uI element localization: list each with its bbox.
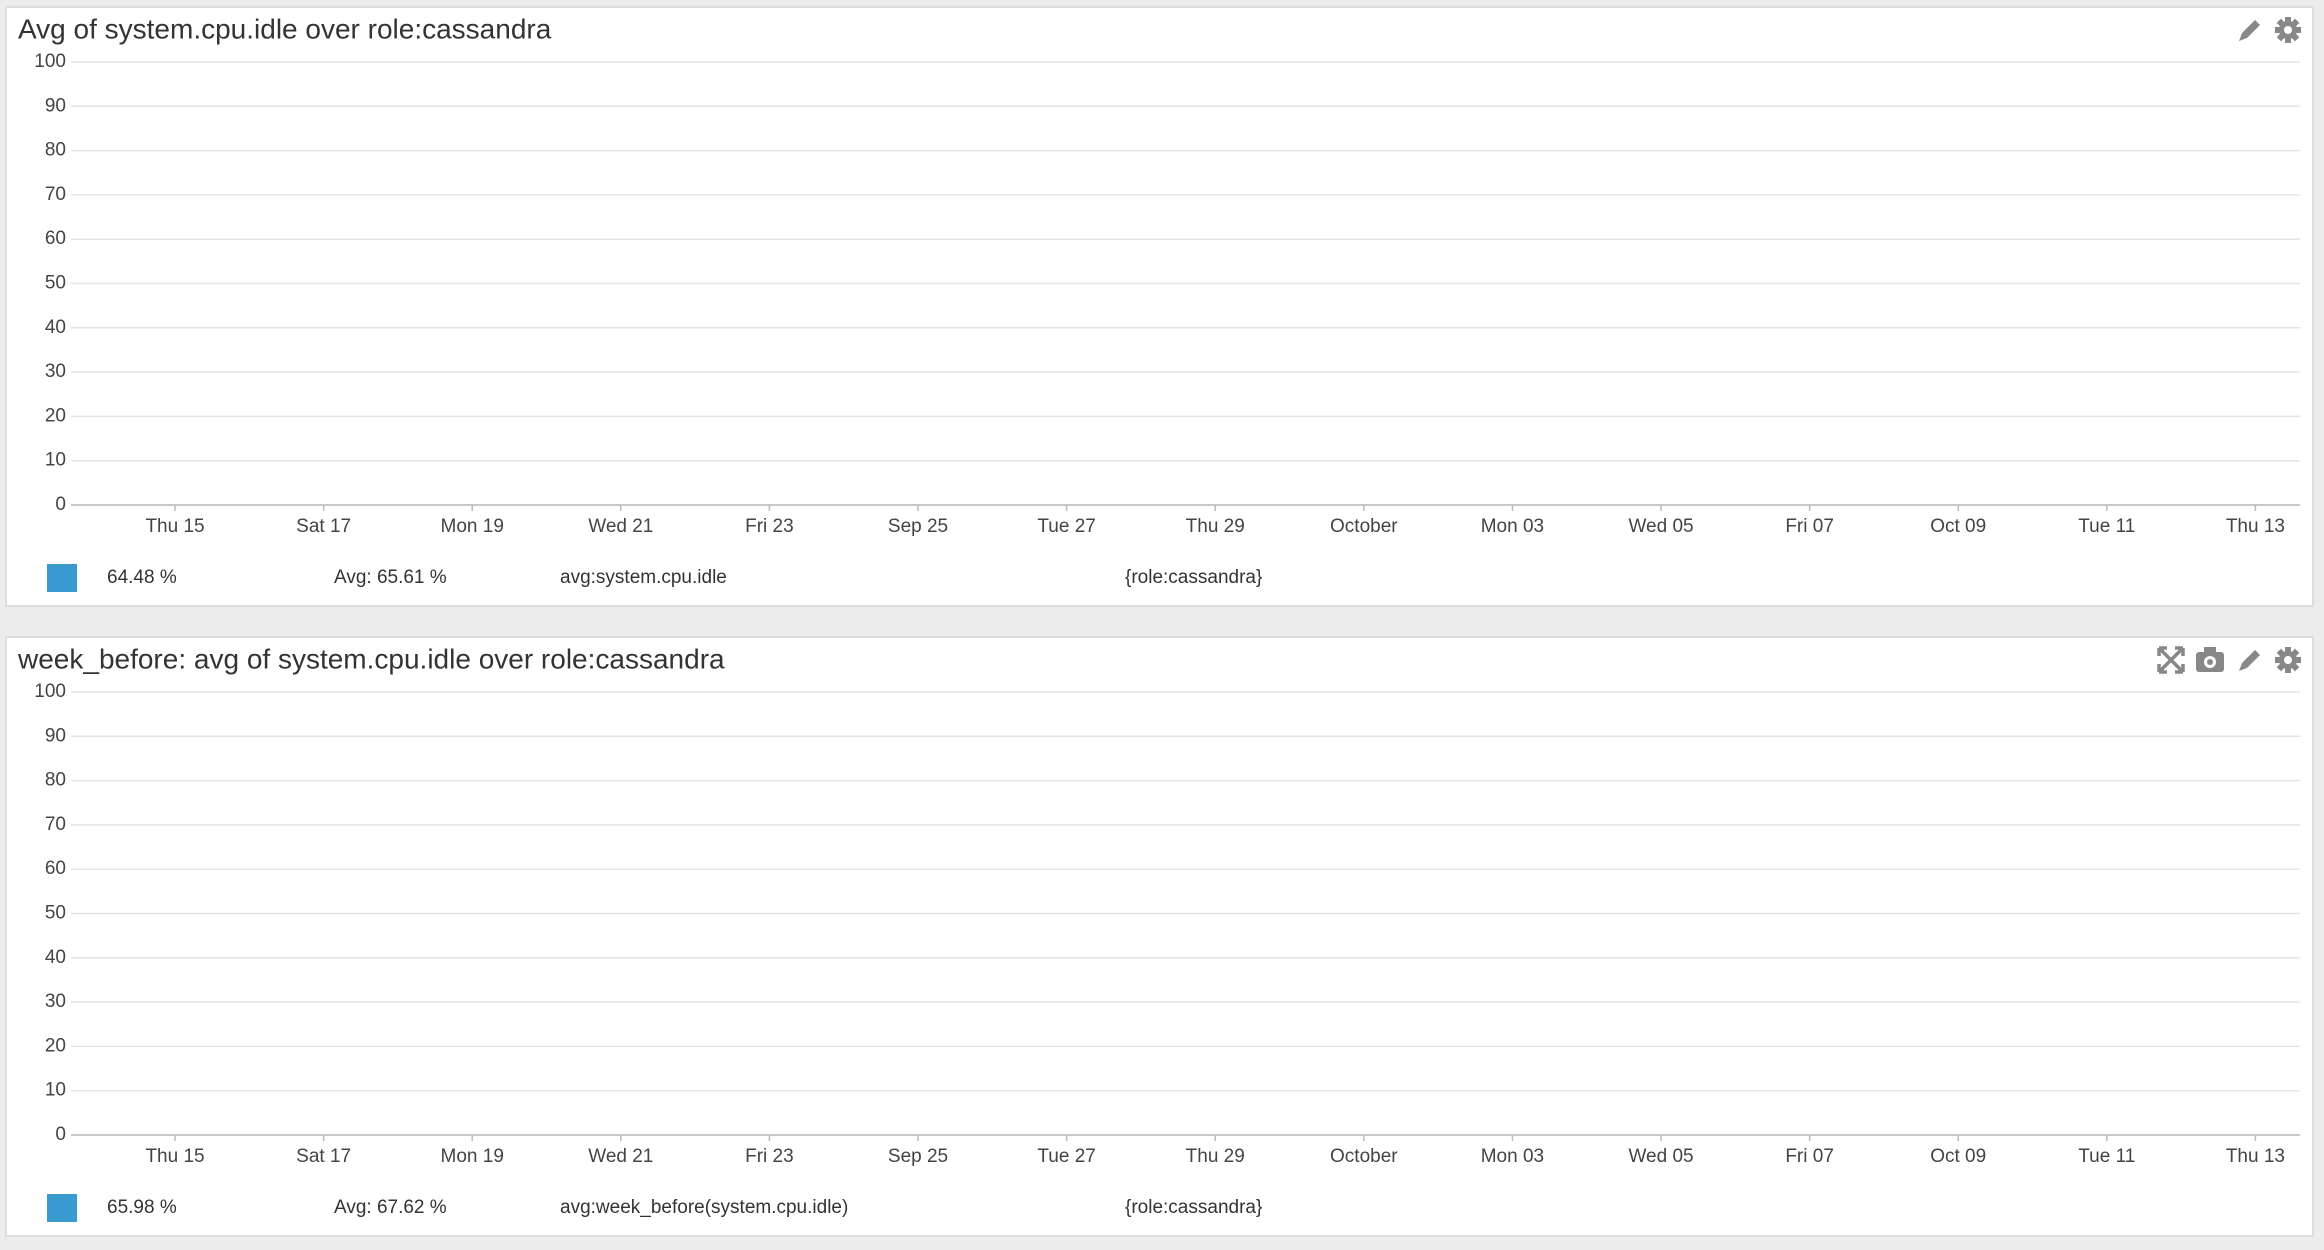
legend-query: avg:system.cpu.idle [560, 567, 727, 588]
x-tick-label: Fri 23 [745, 516, 794, 537]
x-tick-label: Thu 15 [145, 516, 204, 537]
x-tick-label: Wed 21 [588, 1146, 653, 1167]
x-tick-label: Thu 13 [2226, 1146, 2285, 1167]
x-tick-label: Thu 29 [1186, 1146, 1245, 1167]
y-tick-label: 80 [45, 140, 66, 161]
y-tick-label: 70 [45, 814, 66, 835]
x-tick-label: October [1330, 1146, 1398, 1167]
camera-top [2204, 647, 2216, 653]
y-tick-label: 0 [55, 1124, 66, 1145]
legend-last: 64.48 % [107, 567, 177, 588]
settings-icon[interactable] [2275, 17, 2301, 43]
y-tick-label: 100 [34, 681, 66, 702]
widget: week_before: avg of system.cpu.idle over… [5, 636, 2314, 1237]
x-tick-label: Mon 03 [1481, 516, 1544, 537]
y-tick-label: 60 [45, 858, 66, 879]
settings-icon[interactable] [2275, 647, 2301, 673]
gear-hole [2284, 26, 2292, 34]
y-tick-label: 80 [45, 770, 66, 791]
expand-icon[interactable] [2157, 646, 2185, 674]
x-tick-label: Sat 17 [296, 516, 351, 537]
edit-icon[interactable] [2239, 650, 2260, 671]
x-tick-label: Fri 07 [1785, 1146, 1834, 1167]
x-tick-label: October [1330, 516, 1398, 537]
legend-avg: Avg: 67.62 % [334, 1197, 447, 1218]
y-tick-label: 30 [45, 361, 66, 382]
widget: Avg of system.cpu.idle over role:cassand… [5, 6, 2314, 607]
y-tick-label: 50 [45, 273, 66, 294]
x-tick-label: Sat 17 [296, 1146, 351, 1167]
x-tick-label: Tue 11 [2078, 1146, 2135, 1167]
widget-title: week_before: avg of system.cpu.idle over… [17, 643, 725, 674]
y-tick-label: 10 [45, 450, 66, 471]
y-tick-label: 40 [45, 317, 66, 338]
x-tick-label: Fri 23 [745, 1146, 794, 1167]
snapshot-icon[interactable] [2196, 647, 2224, 672]
x-tick-label: Thu 15 [145, 1146, 204, 1167]
edit-icon[interactable] [2239, 20, 2260, 41]
legend-swatch [47, 564, 77, 592]
y-tick-label: 70 [45, 184, 66, 205]
y-tick-label: 20 [45, 405, 66, 426]
x-tick-label: Oct 09 [1930, 1146, 1986, 1167]
x-tick-label: Mon 19 [441, 1146, 504, 1167]
x-tick-label: Oct 09 [1930, 516, 1986, 537]
expand-arrows [2157, 646, 2185, 674]
legend-query: avg:week_before(system.cpu.idle) [560, 1197, 848, 1218]
x-tick-label: Tue 27 [1037, 516, 1095, 537]
y-tick-label: 90 [45, 95, 66, 116]
x-tick-label: Wed 21 [588, 516, 653, 537]
legend-avg: Avg: 65.61 % [334, 567, 447, 588]
legend-swatch [47, 1194, 77, 1222]
camera-lens-inner [2207, 659, 2213, 665]
y-tick-label: 20 [45, 1035, 66, 1056]
y-tick-label: 60 [45, 228, 66, 249]
x-tick-label: Tue 11 [2078, 516, 2135, 537]
x-tick-label: Tue 27 [1037, 1146, 1095, 1167]
y-tick-label: 10 [45, 1080, 66, 1101]
x-tick-label: Sep 25 [888, 1146, 948, 1167]
x-tick-label: Mon 19 [441, 516, 504, 537]
widget-title: Avg of system.cpu.idle over role:cassand… [18, 13, 552, 44]
y-tick-label: 30 [45, 991, 66, 1012]
x-tick-label: Thu 13 [2226, 516, 2285, 537]
x-tick-label: Wed 05 [1628, 1146, 1693, 1167]
legend-scope: {role:cassandra} [1125, 1197, 1262, 1218]
y-tick-label: 0 [55, 494, 66, 515]
x-tick-label: Fri 07 [1785, 516, 1834, 537]
x-tick-label: Thu 29 [1186, 516, 1245, 537]
x-tick-label: Mon 03 [1481, 1146, 1544, 1167]
gear-hole [2284, 656, 2292, 664]
y-tick-label: 90 [45, 725, 66, 746]
y-tick-label: 40 [45, 947, 66, 968]
x-tick-label: Wed 05 [1628, 516, 1693, 537]
legend-last: 65.98 % [107, 1197, 177, 1218]
legend-scope: {role:cassandra} [1125, 567, 1262, 588]
y-tick-label: 100 [34, 51, 66, 72]
y-tick-label: 50 [45, 903, 66, 924]
x-tick-label: Sep 25 [888, 516, 948, 537]
